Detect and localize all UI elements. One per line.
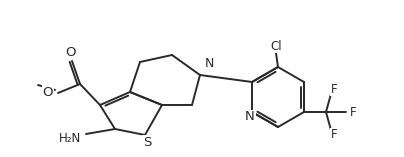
- Text: S: S: [143, 135, 151, 149]
- Text: O: O: [42, 86, 53, 98]
- Text: H₂N: H₂N: [59, 133, 81, 146]
- Text: F: F: [330, 128, 337, 141]
- Text: Cl: Cl: [270, 40, 282, 52]
- Text: N: N: [245, 111, 255, 124]
- Text: F: F: [350, 106, 356, 119]
- Text: O: O: [66, 46, 76, 60]
- Text: N: N: [205, 57, 215, 70]
- Text: F: F: [330, 82, 337, 95]
